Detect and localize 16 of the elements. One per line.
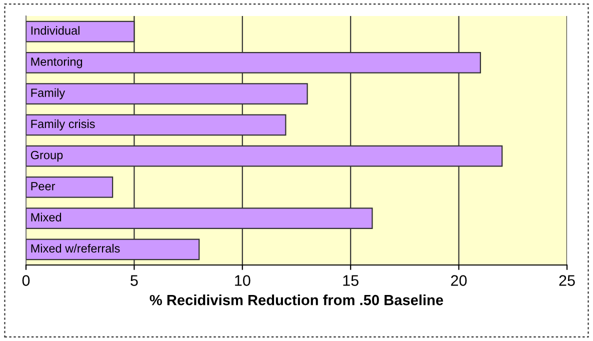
x-tick-label: 15 [343, 275, 358, 286]
y-tick-label: Group [30, 150, 63, 162]
x-tick-label: 5 [130, 275, 138, 286]
x-axis-title: % Recidivism Reduction from .50 Baseline [150, 294, 444, 306]
y-tick-label: Family [31, 88, 66, 100]
x-tick-label: 10 [235, 275, 250, 286]
x-tick-label: 20 [451, 275, 467, 286]
y-tick-label: Mentoring [31, 57, 82, 68]
y-tick-label: Mixed w/referrals [31, 244, 120, 253]
x-tick-label: 25 [559, 275, 575, 286]
y-tick-label: Mixed [31, 212, 62, 222]
bar [26, 176, 114, 198]
x-tick-label: 0 [22, 275, 30, 286]
y-tick-label: Peer [31, 182, 56, 190]
y-tick-label: Individual [31, 26, 80, 35]
y-tick-label: Family crisis [31, 119, 95, 130]
